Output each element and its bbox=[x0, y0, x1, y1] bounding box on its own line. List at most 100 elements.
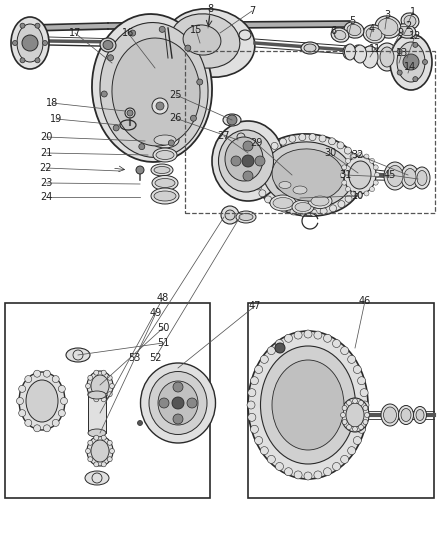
Circle shape bbox=[94, 462, 99, 467]
Circle shape bbox=[346, 400, 351, 406]
Circle shape bbox=[25, 376, 32, 383]
Ellipse shape bbox=[413, 167, 429, 189]
Ellipse shape bbox=[375, 43, 397, 71]
Ellipse shape bbox=[353, 45, 366, 63]
Ellipse shape bbox=[343, 22, 363, 38]
Circle shape bbox=[396, 70, 401, 75]
Text: 23: 23 bbox=[40, 178, 52, 188]
Circle shape bbox=[107, 392, 112, 397]
Circle shape bbox=[357, 425, 365, 433]
Ellipse shape bbox=[272, 198, 292, 208]
Circle shape bbox=[17, 398, 24, 405]
Text: 12: 12 bbox=[408, 31, 420, 41]
Text: 5: 5 bbox=[348, 16, 354, 26]
Ellipse shape bbox=[400, 408, 410, 422]
Circle shape bbox=[280, 205, 287, 212]
Circle shape bbox=[19, 385, 25, 392]
Circle shape bbox=[279, 138, 286, 145]
Circle shape bbox=[43, 425, 50, 432]
Ellipse shape bbox=[154, 191, 176, 201]
Bar bbox=[184, 51, 434, 213]
Circle shape bbox=[107, 375, 112, 380]
Ellipse shape bbox=[291, 200, 313, 214]
Text: 17: 17 bbox=[69, 28, 81, 38]
Ellipse shape bbox=[374, 16, 400, 38]
Circle shape bbox=[284, 334, 292, 342]
Circle shape bbox=[60, 398, 67, 405]
Circle shape bbox=[254, 183, 261, 190]
Ellipse shape bbox=[386, 166, 402, 187]
Ellipse shape bbox=[218, 130, 273, 192]
Circle shape bbox=[88, 392, 92, 397]
Circle shape bbox=[88, 457, 92, 462]
Ellipse shape bbox=[183, 25, 220, 55]
Circle shape bbox=[332, 340, 340, 348]
Text: 49: 49 bbox=[149, 308, 162, 318]
Circle shape bbox=[372, 180, 378, 185]
Ellipse shape bbox=[19, 372, 65, 430]
Circle shape bbox=[374, 173, 378, 177]
Circle shape bbox=[298, 134, 305, 141]
Text: 24: 24 bbox=[40, 192, 52, 202]
Ellipse shape bbox=[26, 380, 58, 422]
Polygon shape bbox=[30, 21, 349, 31]
Text: 10: 10 bbox=[351, 191, 363, 201]
Circle shape bbox=[275, 340, 283, 348]
Circle shape bbox=[363, 154, 368, 159]
Circle shape bbox=[293, 331, 301, 339]
Ellipse shape bbox=[377, 19, 397, 36]
Circle shape bbox=[288, 135, 295, 142]
Circle shape bbox=[345, 187, 350, 192]
Circle shape bbox=[337, 200, 344, 208]
Circle shape bbox=[35, 23, 40, 28]
Circle shape bbox=[359, 413, 367, 421]
Circle shape bbox=[247, 389, 255, 397]
Ellipse shape bbox=[151, 164, 173, 176]
Ellipse shape bbox=[290, 183, 309, 197]
Circle shape bbox=[52, 419, 59, 426]
Ellipse shape bbox=[333, 30, 345, 39]
Text: 50: 50 bbox=[156, 323, 169, 333]
Circle shape bbox=[172, 397, 184, 409]
Circle shape bbox=[421, 60, 427, 64]
Circle shape bbox=[299, 209, 306, 216]
Circle shape bbox=[347, 356, 355, 364]
Text: 21: 21 bbox=[40, 148, 52, 158]
Circle shape bbox=[303, 330, 311, 338]
Ellipse shape bbox=[395, 24, 415, 38]
Circle shape bbox=[88, 375, 92, 380]
Ellipse shape bbox=[158, 381, 198, 425]
Ellipse shape bbox=[11, 17, 49, 69]
Ellipse shape bbox=[100, 38, 116, 52]
Circle shape bbox=[109, 448, 114, 454]
Ellipse shape bbox=[300, 42, 318, 54]
Circle shape bbox=[303, 472, 311, 480]
Ellipse shape bbox=[345, 403, 363, 427]
Circle shape bbox=[109, 384, 114, 389]
Circle shape bbox=[402, 54, 418, 70]
Circle shape bbox=[101, 397, 106, 402]
Circle shape bbox=[369, 158, 374, 163]
Ellipse shape bbox=[100, 22, 208, 157]
Circle shape bbox=[173, 382, 183, 392]
Circle shape bbox=[260, 447, 268, 455]
Circle shape bbox=[243, 171, 252, 181]
Circle shape bbox=[52, 376, 59, 383]
Circle shape bbox=[284, 468, 292, 476]
Ellipse shape bbox=[398, 26, 412, 36]
Circle shape bbox=[372, 165, 378, 170]
Circle shape bbox=[323, 468, 331, 476]
Circle shape bbox=[347, 447, 355, 455]
Text: 18: 18 bbox=[46, 98, 58, 108]
Ellipse shape bbox=[272, 149, 343, 201]
Ellipse shape bbox=[151, 132, 179, 148]
Circle shape bbox=[250, 377, 258, 385]
Circle shape bbox=[187, 398, 197, 408]
Circle shape bbox=[353, 437, 360, 445]
Circle shape bbox=[247, 413, 255, 421]
Circle shape bbox=[241, 155, 254, 167]
Circle shape bbox=[42, 41, 47, 45]
Circle shape bbox=[289, 208, 296, 215]
Circle shape bbox=[275, 463, 283, 471]
Text: 52: 52 bbox=[148, 353, 161, 363]
